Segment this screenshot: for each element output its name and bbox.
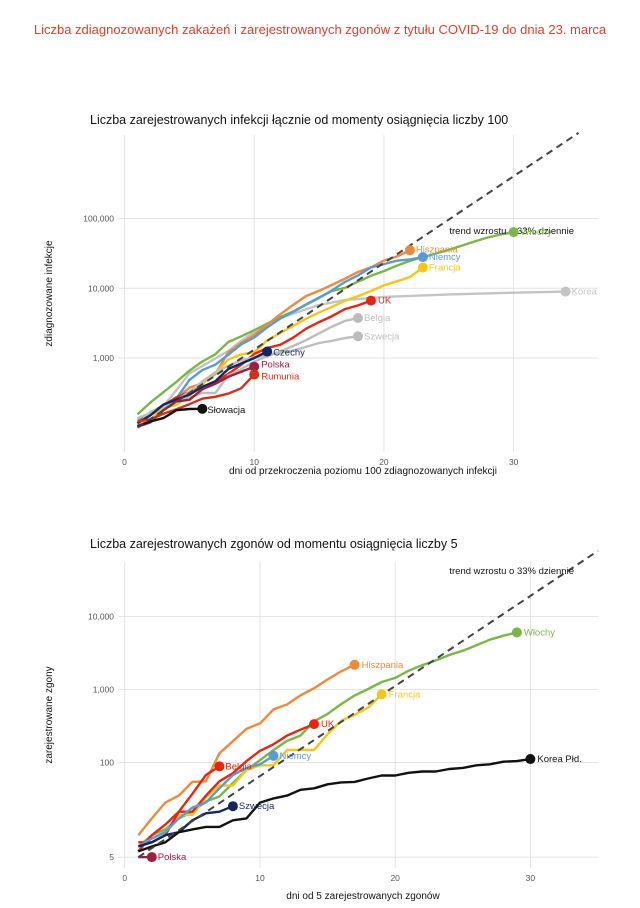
y-tick-label: 1,000 — [93, 685, 115, 695]
series-label-Niemcy: Niemcy — [279, 751, 311, 762]
series-line-Hiszpania — [137, 663, 356, 836]
series-end-marker-Rumunia — [249, 369, 260, 380]
trend-line — [136, 132, 580, 429]
series-label-Korea: Korea — [572, 287, 598, 298]
series-end-marker-Hiszpania — [349, 659, 360, 670]
series-end-marker-Włochy — [511, 627, 522, 638]
series-label-Czechy: Czechy — [273, 348, 305, 359]
y-axis-label: zarejestrowane zgony — [44, 666, 55, 763]
x-tick-label: 20 — [379, 457, 389, 467]
series-label-UK: UK — [378, 296, 392, 307]
series-end-marker-Włochy — [508, 227, 519, 238]
series-line-Korea Płd. — [137, 757, 531, 853]
y-tick-label: 10,000 — [88, 612, 114, 622]
series-end-marker-Słowacja — [197, 403, 208, 414]
chart-title-0: Liczba zarejestrowanych infekcji łącznie… — [90, 113, 508, 127]
series-line-UK — [136, 299, 372, 425]
series-label-Włochy: Włochy — [524, 627, 555, 638]
series-end-marker-Hiszpania — [404, 245, 415, 256]
series-label-Włochy: Włochy — [521, 227, 552, 238]
series-label-Niemcy: Niemcy — [429, 252, 461, 263]
main-title: Liczba zdiagnozowanych zakażeń i zarejes… — [33, 22, 607, 37]
x-axis-label: dni od 5 zarejestrowanych zgonów — [286, 891, 440, 902]
series-label-Belgia: Belgia — [364, 313, 391, 324]
series-line-Hiszpania — [136, 249, 411, 425]
y-axis-label: zdiagnozowane infekcje — [44, 240, 55, 347]
y-tick-label: 5 — [109, 852, 114, 862]
x-axis-label: dni od przekroczenia poziomu 100 zdiagno… — [229, 466, 497, 477]
series-end-marker-Belgia — [214, 761, 225, 772]
chart-title-1: Liczba zarejestrowanych zgonów od moment… — [90, 537, 458, 551]
series-end-marker-Korea — [560, 286, 571, 297]
y-tick-label: 100 — [100, 757, 114, 767]
series-label-Szwecja: Szwecja — [239, 801, 275, 812]
series-label-UK: UK — [321, 719, 335, 730]
x-tick-label: 0 — [122, 873, 127, 883]
series-end-marker-Belgia — [353, 313, 363, 324]
series-label-Słowacja: Słowacja — [207, 405, 246, 416]
series-end-marker-Niemcy — [268, 750, 279, 761]
series-end-marker-Czechy — [262, 346, 273, 357]
series-line-Korea — [136, 290, 566, 429]
series-label-Francja: Francja — [429, 263, 461, 274]
series-label-Francja: Francja — [389, 689, 421, 700]
y-tick-label: 1,000 — [93, 353, 115, 363]
y-tick-label: 10,000 — [88, 283, 114, 293]
series-end-marker-Niemcy — [417, 252, 428, 263]
series-end-marker-Korea Płd. — [525, 754, 536, 765]
trend-label: trend wzrostu o 33% dziennie — [449, 566, 574, 577]
x-tick-label: 10 — [249, 457, 259, 467]
x-tick-label: 30 — [509, 457, 519, 467]
series-end-marker-Francja — [417, 262, 428, 273]
series-label-Polska: Polska — [261, 360, 290, 371]
x-tick-label: 10 — [255, 873, 265, 883]
series-label-Rumunia: Rumunia — [261, 372, 300, 383]
x-tick-label: 30 — [526, 873, 536, 883]
series-end-marker-Szwecja — [353, 331, 363, 342]
series-line-Czechy — [136, 350, 268, 425]
x-tick-label: 20 — [390, 873, 400, 883]
series-end-marker-UK — [309, 719, 320, 730]
series-label-Belgia: Belgia — [225, 761, 252, 772]
series-end-marker-Polska — [146, 852, 157, 863]
series-end-marker-Francja — [376, 689, 387, 700]
series-end-marker-Szwecja — [227, 801, 238, 812]
series-line-Włochy — [137, 631, 518, 848]
series-line-Niemcy — [136, 255, 424, 421]
trend-line — [137, 550, 599, 858]
series-line-Niemcy — [137, 754, 275, 848]
y-tick-label: 100,000 — [83, 214, 114, 224]
series-line-Szwecja — [137, 805, 234, 848]
series-label-Szwecja: Szwecja — [364, 331, 400, 342]
series-line-Belgia — [137, 765, 221, 853]
series-end-marker-Polska — [249, 361, 260, 372]
series-label-Korea Płd.: Korea Płd. — [537, 754, 581, 765]
series-line-Rumunia — [137, 373, 256, 423]
series-line-Słowacja — [137, 407, 203, 428]
series-end-marker-UK — [365, 295, 376, 306]
series-label-Hiszpania: Hiszpania — [362, 660, 404, 671]
series-label-Hiszpania: Hiszpania — [416, 244, 458, 255]
x-tick-label: 0 — [122, 457, 127, 467]
series-label-Polska: Polska — [158, 852, 187, 863]
